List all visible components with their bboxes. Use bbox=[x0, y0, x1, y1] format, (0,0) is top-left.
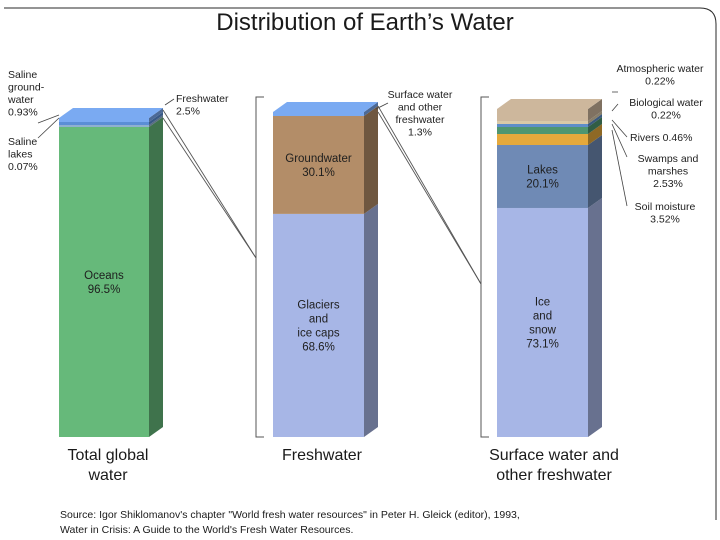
segment-label-groundwater: Groundwater bbox=[285, 153, 352, 165]
segment-soil-moisture bbox=[497, 134, 588, 145]
segment-side-biological-water bbox=[588, 111, 602, 124]
segment-side-glaciers-and-ice-caps bbox=[364, 203, 378, 437]
label-atmospheric-water: Atmospheric water bbox=[617, 63, 704, 75]
segment-side-saline-lakes bbox=[149, 115, 163, 127]
label-saline-groundwater: 0.93% bbox=[8, 107, 38, 119]
chart-title: Distribution of Earth’s Water bbox=[216, 9, 513, 36]
label-saline-groundwater: Saline bbox=[8, 69, 37, 81]
label-saline-groundwater: ground- bbox=[8, 82, 45, 94]
segment-label-glaciers-and-ice-caps: 68.6% bbox=[302, 341, 335, 353]
slide-border bbox=[4, 7, 717, 520]
column-label-2: Surface water and bbox=[489, 447, 619, 464]
column-label-0: Total global bbox=[68, 447, 149, 464]
source-note: Water in Crisis: A Guide to the World's … bbox=[60, 524, 353, 536]
label-surface-water: and other bbox=[398, 102, 443, 114]
column-top-face-2 bbox=[497, 99, 602, 109]
segment-side-saline-groundwater bbox=[149, 112, 163, 125]
label-swamps-marshes: marshes bbox=[648, 166, 688, 178]
segment-side-groundwater bbox=[364, 106, 378, 214]
label-surface-water: freshwater bbox=[395, 114, 445, 126]
segment-groundwater bbox=[273, 116, 364, 214]
segment-side-soil-moisture bbox=[588, 124, 602, 145]
label-saline-lakes: lakes bbox=[8, 149, 33, 161]
segment-saline-lakes bbox=[59, 125, 149, 127]
expansion-line-freshwater-bottom bbox=[162, 117, 257, 259]
label-surface-water: Surface water bbox=[388, 89, 453, 101]
segment-label-lakes: Lakes bbox=[527, 164, 558, 176]
column-label-0: water bbox=[87, 467, 128, 484]
bracket-surface-water bbox=[480, 96, 489, 438]
leader-label-swamps-marshes bbox=[611, 123, 628, 158]
segment-atmospheric-water bbox=[497, 109, 588, 121]
segment-lakes bbox=[497, 145, 588, 208]
segment-label-glaciers-and-ice-caps: ice caps bbox=[297, 327, 339, 339]
segment-saline-groundwater bbox=[59, 122, 149, 125]
segment-side-atmospheric-water bbox=[588, 99, 602, 121]
leader-saline-lakes bbox=[37, 117, 60, 139]
segment-freshwater bbox=[59, 118, 149, 122]
segment-label-glaciers-and-ice-caps: Glaciers bbox=[297, 299, 339, 311]
column-2 bbox=[497, 99, 602, 437]
label-rivers: Rivers 0.46% bbox=[630, 132, 692, 144]
label-swamps-marshes: 2.53% bbox=[653, 178, 683, 190]
segment-side-rivers bbox=[588, 114, 602, 127]
source-note: Source: Igor Shiklomanov's chapter "Worl… bbox=[60, 509, 520, 521]
label-freshwater: Freshwater bbox=[176, 93, 229, 105]
segment-surface-water-and-other-freshwater bbox=[273, 112, 364, 116]
label-freshwater: 2.5% bbox=[176, 106, 200, 118]
segment-oceans bbox=[59, 127, 149, 437]
bracket-freshwater bbox=[255, 96, 264, 438]
label-biological-water: Biological water bbox=[629, 97, 703, 109]
column-0 bbox=[59, 108, 163, 437]
label-saline-lakes: 0.07% bbox=[8, 161, 38, 173]
segment-side-ice-and-snow bbox=[588, 197, 602, 437]
segment-label-ice-and-snow: and bbox=[533, 310, 552, 322]
segment-label-oceans: 96.5% bbox=[88, 284, 121, 296]
segment-side-surface-water-and-other-freshwater bbox=[364, 102, 378, 116]
expansion-line-freshwater-top bbox=[162, 109, 257, 259]
column-top-face-1 bbox=[273, 102, 378, 112]
leader-surface-water bbox=[375, 102, 389, 110]
label-atmospheric-water: 0.22% bbox=[645, 76, 675, 88]
label-soil-moisture: Soil moisture bbox=[635, 201, 696, 213]
label-biological-water: 0.22% bbox=[651, 110, 681, 122]
segment-label-ice-and-snow: 73.1% bbox=[526, 338, 559, 350]
leader-label-soil-moisture bbox=[611, 129, 628, 207]
segment-label-glaciers-and-ice-caps: and bbox=[309, 313, 328, 325]
column-1 bbox=[273, 102, 378, 437]
label-swamps-marshes: Swamps and bbox=[638, 153, 699, 165]
column-label-2: other freshwater bbox=[496, 467, 612, 484]
column-label-1: Freshwater bbox=[282, 447, 363, 464]
segment-label-ice-and-snow: snow bbox=[529, 324, 557, 336]
segment-side-oceans bbox=[149, 117, 163, 437]
segment-side-swamps-and-marshes bbox=[588, 117, 602, 134]
segment-biological-water bbox=[497, 121, 588, 124]
segment-label-oceans: Oceans bbox=[84, 270, 124, 282]
expansion-line-surface-top bbox=[377, 105, 482, 285]
expansion-line-surface-bottom bbox=[377, 111, 482, 285]
segment-side-lakes bbox=[588, 135, 602, 208]
label-soil-moisture: 3.52% bbox=[650, 214, 680, 226]
label-saline-groundwater: water bbox=[7, 94, 34, 106]
segment-glaciers-and-ice-caps bbox=[273, 213, 364, 437]
leader-freshwater bbox=[164, 98, 175, 106]
segment-rivers bbox=[497, 124, 588, 127]
column-top-face-0 bbox=[59, 108, 163, 118]
segment-label-lakes: 20.1% bbox=[526, 178, 559, 190]
label-saline-lakes: Saline bbox=[8, 136, 37, 148]
leader-saline-groundwater bbox=[37, 114, 60, 124]
segment-swamps-and-marshes bbox=[497, 127, 588, 134]
leader-label-biological-water bbox=[611, 103, 619, 112]
leader-label-rivers bbox=[611, 119, 628, 138]
segment-ice-and-snow bbox=[497, 207, 588, 437]
label-surface-water: 1.3% bbox=[408, 127, 432, 139]
segment-label-ice-and-snow: Ice bbox=[535, 296, 550, 308]
segment-label-groundwater: 30.1% bbox=[302, 167, 335, 179]
segment-side-freshwater bbox=[149, 108, 163, 122]
